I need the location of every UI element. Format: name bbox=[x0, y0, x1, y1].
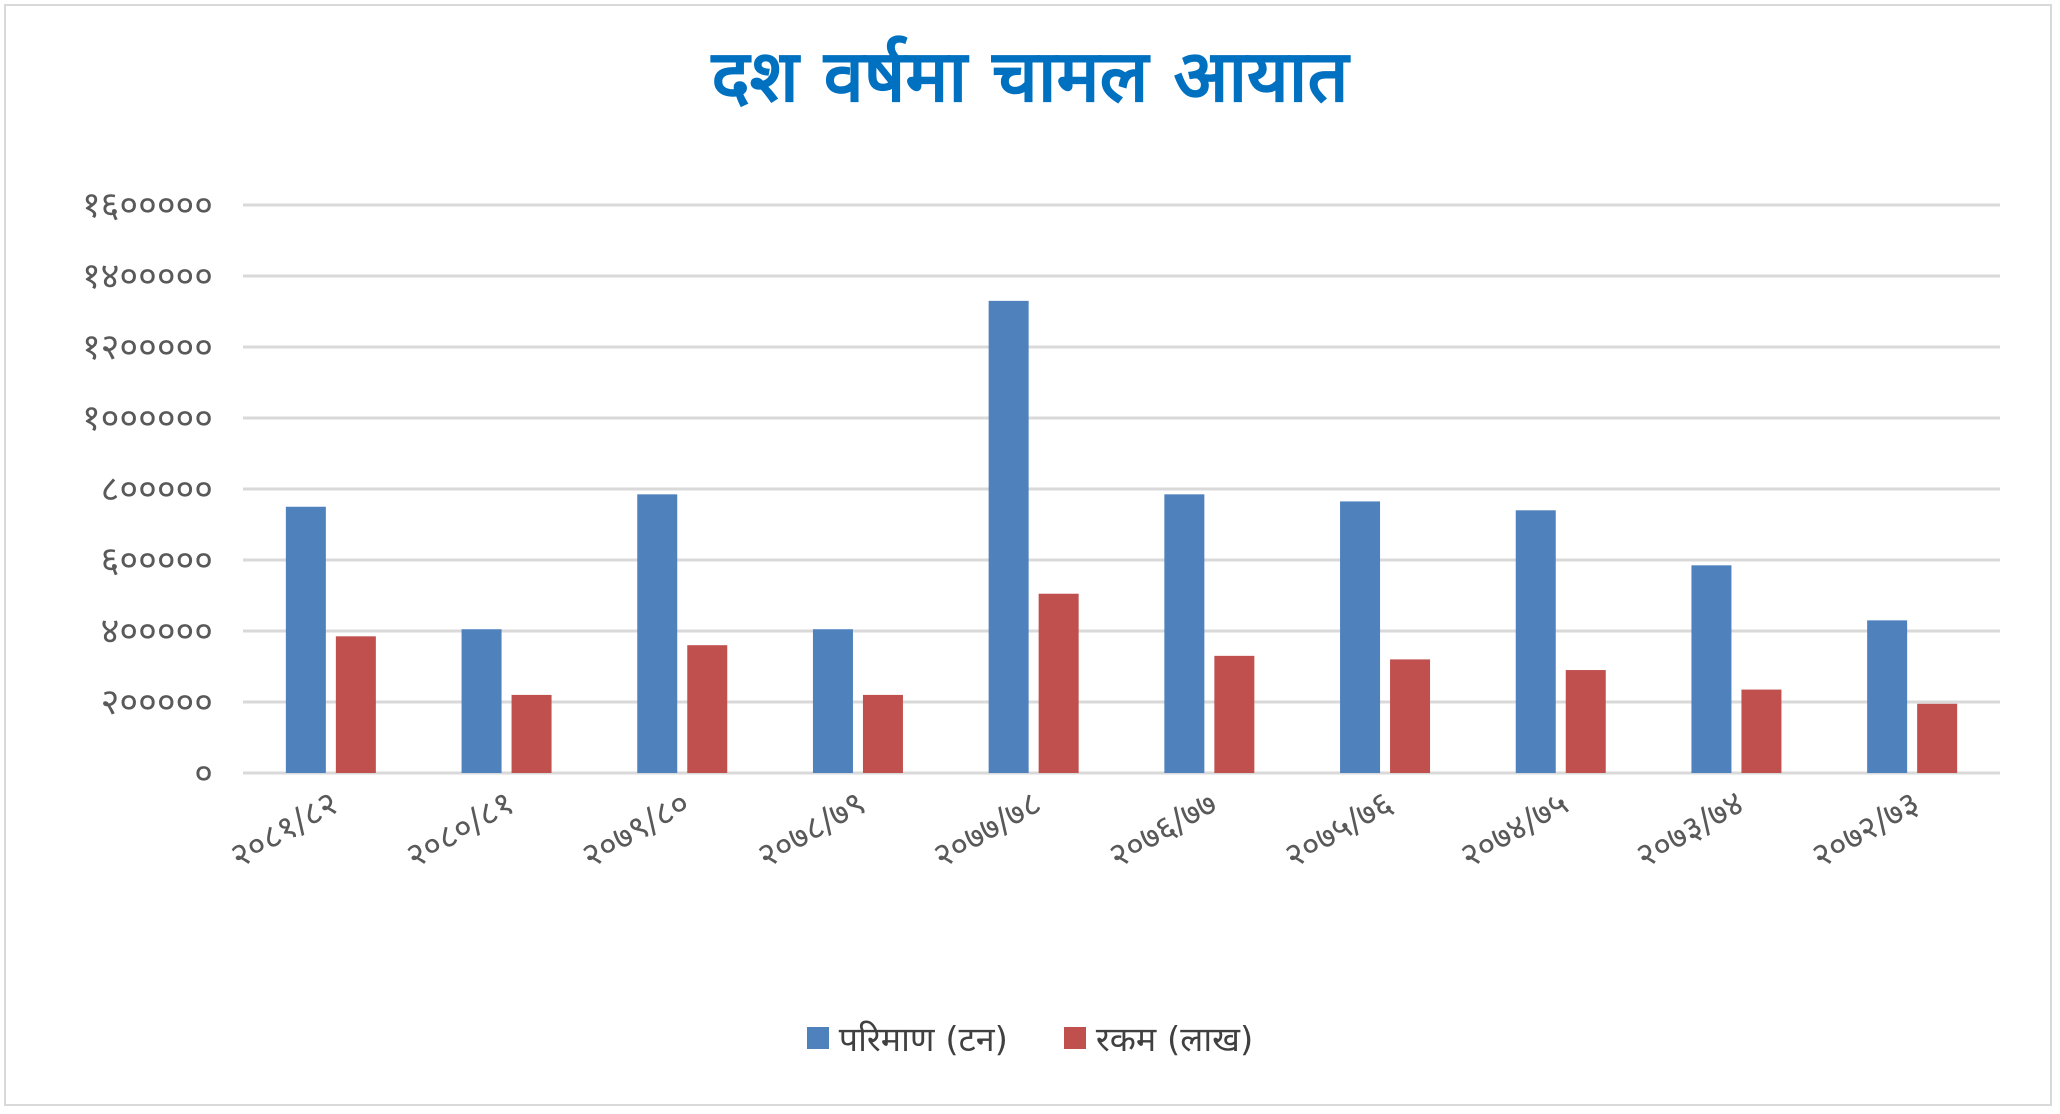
bar-series-1 bbox=[637, 494, 678, 773]
bar-series-2 bbox=[1917, 703, 1958, 773]
bar-series-1 bbox=[1867, 620, 1908, 773]
bar-series-2 bbox=[1390, 659, 1431, 773]
bar-series-1 bbox=[988, 300, 1029, 773]
legend-item-series-2: रकम (लाख) bbox=[1063, 1015, 1254, 1061]
y-tick-label: २००००० bbox=[101, 682, 213, 723]
bar-series-1 bbox=[1164, 494, 1205, 773]
y-tick-label: ८००००० bbox=[101, 469, 213, 510]
legend-label-series-2: रकम (लाख) bbox=[1095, 1020, 1254, 1060]
chart-legend: परिमाण (टन) रकम (लाख) bbox=[0, 1015, 2060, 1061]
bar-series-1 bbox=[1515, 510, 1556, 773]
x-tick-label: २०७४/७५ bbox=[1453, 783, 1575, 876]
y-tick-label: १६००००० bbox=[82, 185, 213, 226]
legend-label-series-1: परिमाण (टन) bbox=[838, 1020, 1008, 1060]
bar-series-2 bbox=[687, 645, 728, 773]
x-tick-label: २०८०/८१ bbox=[399, 783, 521, 876]
y-tick-label: १२००००० bbox=[82, 327, 213, 368]
bar-series-1 bbox=[461, 629, 502, 773]
x-tick-label: २०७३/७४ bbox=[1629, 783, 1751, 876]
bar-series-1 bbox=[1691, 565, 1732, 773]
x-tick-label: २०७२/७३ bbox=[1805, 783, 1927, 876]
bar-series-2 bbox=[862, 694, 903, 773]
y-tick-label: ६००००० bbox=[101, 540, 213, 581]
legend-swatch-series-1 bbox=[806, 1027, 829, 1049]
x-tick-label: २०८१/८२ bbox=[224, 783, 346, 876]
x-tick-label: २०७९/८० bbox=[575, 783, 697, 876]
bar-series-2 bbox=[1565, 670, 1606, 773]
x-tick-label: २०७८/७९ bbox=[751, 783, 873, 876]
x-tick-label: २०७६/७७ bbox=[1102, 783, 1224, 876]
bar-series-1 bbox=[1340, 501, 1381, 773]
y-tick-label: ० bbox=[194, 753, 213, 794]
bar-series-1 bbox=[812, 629, 853, 773]
y-tick-label: १४००००० bbox=[82, 256, 213, 297]
bar-series-2 bbox=[1741, 689, 1782, 773]
bar-series-2 bbox=[335, 636, 376, 773]
legend-item-series-1: परिमाण (टन) bbox=[806, 1015, 1008, 1061]
y-tick-label: १०००००० bbox=[82, 398, 213, 439]
legend-swatch-series-2 bbox=[1063, 1027, 1086, 1049]
bar-series-2 bbox=[1214, 655, 1255, 773]
bar-series-2 bbox=[1038, 593, 1079, 773]
y-tick-label: ४००००० bbox=[101, 611, 213, 652]
chart-title: दश वर्षमा चामल आयात bbox=[711, 34, 1349, 118]
bar-series-1 bbox=[285, 506, 326, 773]
bar-series-2 bbox=[511, 694, 552, 773]
x-tick-label: २०७७/७८ bbox=[926, 783, 1048, 876]
x-tick-label: २०७५/७६ bbox=[1278, 783, 1400, 876]
